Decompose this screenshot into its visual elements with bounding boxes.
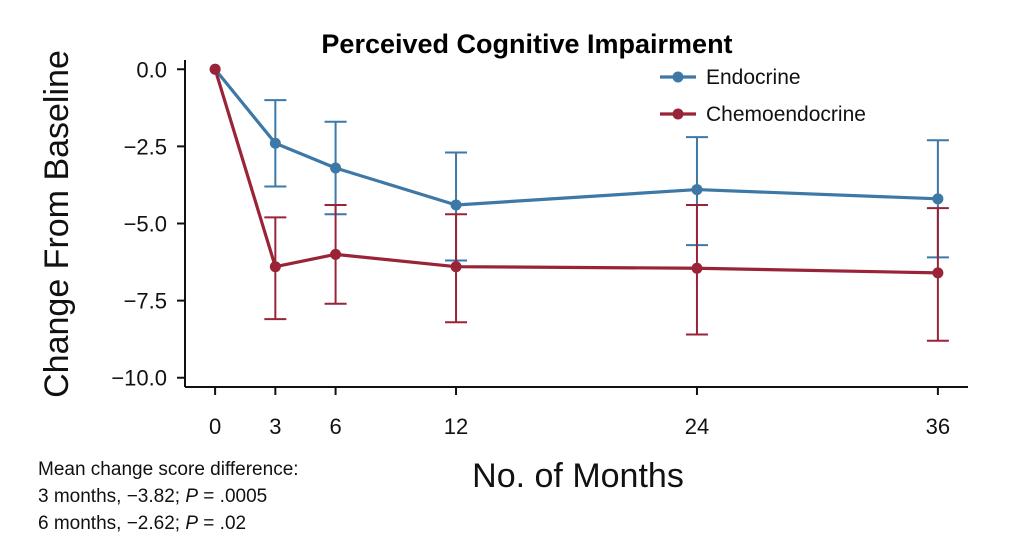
data-point xyxy=(450,261,462,273)
footnote-line-2-text: 3 months, −3.82; xyxy=(38,486,186,507)
y-axis-label: Change From Baseline xyxy=(38,50,76,398)
y-tick-label: −7.5 xyxy=(124,289,167,314)
plot-area xyxy=(209,63,949,342)
data-point xyxy=(691,184,703,196)
data-point xyxy=(269,261,281,273)
footnote-line-3-value: = .02 xyxy=(198,513,247,534)
data-point xyxy=(450,199,462,211)
data-point xyxy=(932,267,944,279)
data-point xyxy=(691,262,703,274)
legend-label: Endocrine xyxy=(706,66,801,89)
y-tick-label: −2.5 xyxy=(124,134,167,159)
data-point xyxy=(330,248,342,260)
axes: 0.0−2.5−5.0−7.5−10.00 3 6 12 24 36 xyxy=(111,57,968,439)
legend-swatch-marker xyxy=(672,108,684,120)
chart-title: Perceived Cognitive Impairment xyxy=(321,29,732,59)
legend: Endocrine Chemoendocrine xyxy=(660,66,866,126)
x-axis-label: No. of Months xyxy=(472,457,684,495)
data-point xyxy=(269,137,281,149)
footnote-line-2-value: = .0005 xyxy=(198,486,268,507)
legend-label: Chemoendocrine xyxy=(706,103,866,126)
data-point xyxy=(209,63,221,75)
footnote: Mean change score difference: 3 months, … xyxy=(38,456,299,537)
series-chemoendocrine xyxy=(209,63,949,342)
data-point xyxy=(330,162,342,174)
x-tick-label: 24 xyxy=(685,414,709,439)
series-line xyxy=(213,68,938,207)
footnote-line-3-p: P xyxy=(185,513,199,534)
y-tick-label: −10.0 xyxy=(111,366,167,391)
footnote-line-3-text: 6 months, −2.62; xyxy=(38,513,186,534)
x-tick-label: 6 xyxy=(329,414,341,439)
footnote-line-2: 3 months, −3.82; P = .0005 xyxy=(38,483,299,510)
series-endocrine xyxy=(209,63,949,262)
y-tick-label: 0.0 xyxy=(136,57,167,82)
x-tick-label: 3 xyxy=(269,414,281,439)
x-tick-label: 0 xyxy=(209,414,221,439)
x-tick-label: 12 xyxy=(444,414,468,439)
series-line xyxy=(213,68,938,275)
legend-swatch-marker xyxy=(672,71,684,83)
y-tick-label: −5.0 xyxy=(124,212,167,237)
data-point xyxy=(932,193,944,205)
footnote-line-3: 6 months, −2.62; P = .02 xyxy=(38,510,299,537)
x-tick-label: 36 xyxy=(926,414,950,439)
footnote-line-2-p: P xyxy=(185,486,199,507)
footnote-line-1: Mean change score difference: xyxy=(38,459,299,480)
